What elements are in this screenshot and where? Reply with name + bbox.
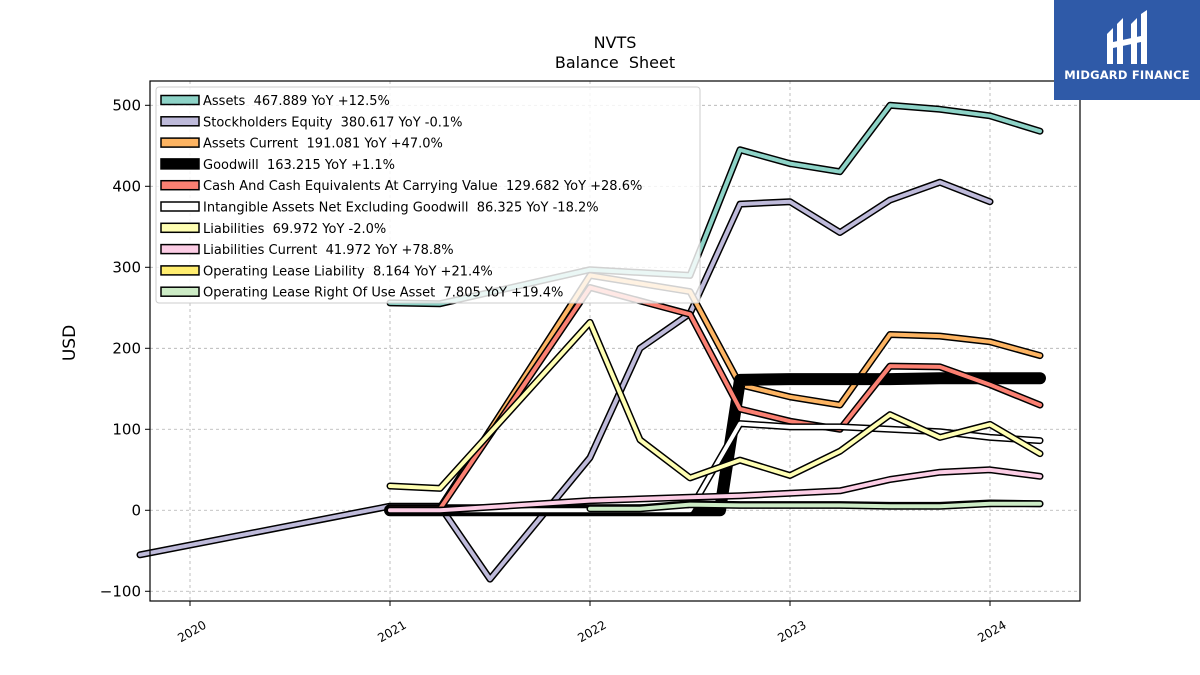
x-tick-label: 2024 [975, 618, 1008, 645]
y-tick-label: 100 [112, 420, 141, 438]
midgard-logo-icon [1107, 10, 1147, 64]
legend-item: Intangible Assets Net Excluding Goodwill… [160, 201, 599, 216]
legend-item: Cash And Cash Equivalents At Carrying Va… [160, 179, 642, 194]
chart-title: NVTS [594, 33, 637, 52]
legend-label: Assets Current 191.081 YoY +47.0% [203, 137, 443, 152]
legend-box [155, 86, 701, 304]
legend-item: Liabilities Current 41.972 YoY +78.8% [160, 243, 454, 258]
y-tick-label: 500 [112, 96, 141, 114]
series-line [386, 271, 1044, 512]
legend-label: Liabilities 69.972 YoY -2.0% [203, 222, 386, 237]
plot-frame [149, 80, 1081, 602]
legend-swatch [160, 158, 200, 170]
legend-label: Operating Lease Liability 8.164 YoY +21.… [203, 264, 493, 279]
legend-item: Goodwill 163.215 YoY +1.1% [160, 158, 395, 173]
y-tick-label: −100 [100, 582, 141, 600]
y-tick-label: 400 [112, 177, 141, 195]
legend-item: Liabilities 69.972 YoY -2.0% [160, 222, 386, 237]
legend-label: Intangible Assets Net Excluding Goodwill… [203, 201, 599, 216]
legend-swatch [160, 265, 200, 276]
y-tick-label: 300 [112, 258, 141, 276]
series-line [386, 318, 1044, 492]
legend-label: Liabilities Current 41.972 YoY +78.8% [203, 243, 454, 258]
x-tick-label: 2022 [575, 618, 608, 645]
legend-label: Cash And Cash Equivalents At Carrying Va… [203, 179, 642, 194]
legend-label: Goodwill 163.215 YoY +1.1% [203, 158, 395, 173]
series-line [586, 500, 1044, 513]
y-tick-label: 200 [112, 339, 141, 357]
chart-subtitle: Balance Sheet [555, 53, 675, 72]
y-axis-label: USD [60, 325, 80, 361]
legend-label: Operating Lease Right Of Use Asset 7.805… [203, 286, 563, 301]
legend-swatch [160, 137, 200, 148]
legend-swatch [160, 116, 200, 127]
y-tick-label: 0 [131, 501, 141, 519]
legend-item: Operating Lease Liability 8.164 YoY +21.… [160, 264, 493, 279]
legend-item: Assets Current 191.081 YoY +47.0% [160, 137, 443, 152]
x-tick-label: 2020 [175, 618, 208, 645]
midgard-finance-logo: MIDGARD FINANCE [1054, 0, 1200, 100]
series-line [386, 284, 1044, 513]
legend-label: Assets 467.889 YoY +12.5% [203, 94, 390, 109]
x-tick-label: 2023 [775, 618, 808, 645]
x-tick-label: 2021 [375, 618, 408, 645]
legend-item: Operating Lease Right Of Use Asset 7.805… [160, 286, 563, 301]
legend-swatch [160, 94, 200, 106]
legend-item: Stockholders Equity 380.617 YoY -0.1% [160, 115, 463, 130]
legend-swatch [160, 286, 200, 297]
legend-swatch [160, 179, 200, 191]
brand-name: MIDGARD FINANCE [1064, 68, 1190, 82]
legend-swatch [160, 243, 200, 255]
legend-item: Assets 467.889 YoY +12.5% [160, 94, 390, 109]
legend-label: Stockholders Equity 380.617 YoY -0.1% [203, 115, 463, 130]
series-line [386, 466, 1044, 514]
series-layer [136, 101, 1046, 583]
legend: Assets 467.889 YoY +12.5% Stockholders Eq… [155, 86, 701, 304]
legend-swatch [160, 201, 200, 212]
legend-swatch [160, 222, 200, 234]
